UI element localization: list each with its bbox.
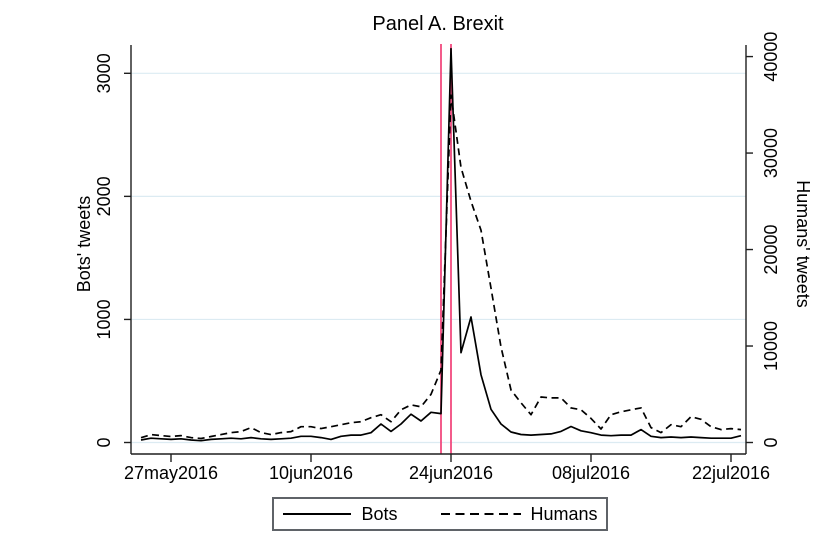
right-axis-title: Humans' tweets: [793, 180, 813, 308]
legend-bots-line-sample: [283, 513, 352, 515]
y-left-tick-label: 2000: [94, 176, 114, 216]
y-right-tick-label: 30000: [761, 128, 781, 178]
x-tick-label: 10jun2016: [269, 463, 353, 483]
x-tick-label: 08jul2016: [552, 463, 630, 483]
x-tick-label: 27may2016: [124, 463, 218, 483]
y-right-tick-label: 20000: [761, 225, 781, 275]
legend-humans-line-sample: [440, 513, 521, 515]
x-tick-label: 24jun2016: [409, 463, 493, 483]
series-bots-path: [140, 47, 742, 442]
y-left-tick-label: 3000: [94, 53, 114, 93]
series-humans-path: [140, 94, 742, 440]
y-right-tick-label: 0: [761, 437, 781, 447]
legend: Bots Humans: [272, 497, 608, 531]
legend-humans-label: Humans: [530, 503, 598, 524]
y-left-tick-label: 1000: [94, 299, 114, 339]
chart-generated: 010002000300001000020000300004000027may2…: [94, 32, 781, 483]
left-axis-title: Bots' tweets: [74, 196, 94, 292]
legend-bots-label: Bots: [361, 503, 398, 524]
chart-title: Panel A. Brexit: [372, 13, 504, 35]
y-right-tick-label: 40000: [761, 32, 781, 82]
y-left-tick-label: 0: [94, 437, 114, 447]
x-tick-label: 22jul2016: [692, 463, 770, 483]
y-right-tick-label: 10000: [761, 321, 781, 371]
